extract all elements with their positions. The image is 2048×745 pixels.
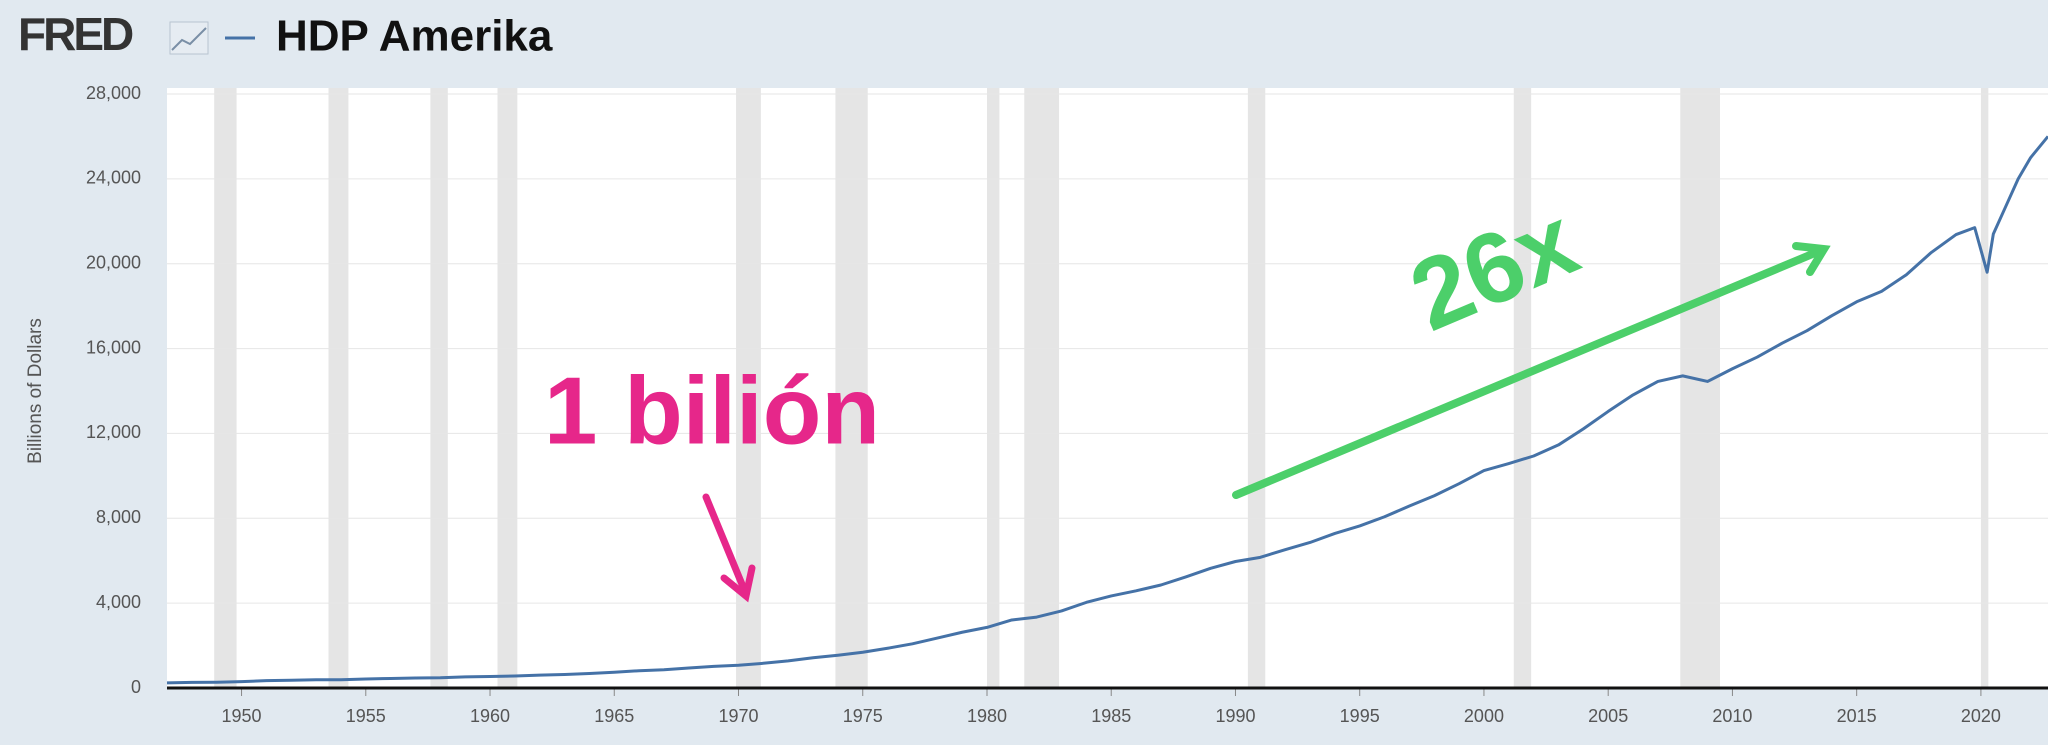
- recession-band: [835, 88, 868, 688]
- y-tick-label: 24,000: [86, 168, 141, 188]
- recession-band: [214, 88, 237, 688]
- recession-band: [497, 88, 518, 688]
- y-tick-label: 20,000: [86, 252, 141, 272]
- recession-band: [986, 88, 1000, 688]
- recession-band: [1247, 88, 1266, 688]
- x-tick-label: 1995: [1340, 706, 1380, 726]
- y-tick-label: 12,000: [86, 422, 141, 442]
- x-tick-label: 1950: [222, 706, 262, 726]
- x-tick-label: 1975: [843, 706, 883, 726]
- x-tick-label: 2005: [1588, 706, 1628, 726]
- recession-band: [430, 88, 448, 688]
- data-line: [166, 135, 2048, 685]
- annotation-arrow: [702, 493, 756, 603]
- x-tick-label: 1965: [594, 706, 634, 726]
- x-tick-label: 1990: [1215, 706, 1255, 726]
- x-tick-label: 2015: [1837, 706, 1877, 726]
- x-tick-label: 2020: [1961, 706, 2001, 726]
- logo: FRED: [18, 8, 133, 60]
- recession-band: [1024, 88, 1060, 688]
- x-tick-label: 1970: [718, 706, 758, 726]
- legend-label: HDP Amerika: [276, 12, 553, 61]
- recession-band: [328, 88, 349, 688]
- y-tick-label: 28,000: [86, 83, 141, 103]
- y-tick-label: 4,000: [96, 592, 141, 612]
- recession-band: [1513, 88, 1532, 688]
- logo-icon: [169, 21, 209, 55]
- x-tick-label: 1980: [967, 706, 1007, 726]
- annotation-arrow: [1232, 242, 1831, 499]
- x-tick-label: 2000: [1464, 706, 1504, 726]
- y-tick-label: 8,000: [96, 507, 141, 527]
- y-axis-label: Billions of Dollars: [25, 318, 46, 464]
- y-tick-label: 16,000: [86, 337, 141, 357]
- x-tick-label: 2010: [1712, 706, 1752, 726]
- y-tick-label: 0: [131, 677, 141, 697]
- x-tick-label: 1960: [470, 706, 510, 726]
- recession-band: [1680, 88, 1721, 688]
- x-tick-label: 1955: [346, 706, 386, 726]
- x-tick-label: 1985: [1091, 706, 1131, 726]
- plot-area: [167, 88, 2048, 688]
- annotation: 1 bilión: [544, 357, 880, 464]
- recession-band: [1980, 88, 1989, 688]
